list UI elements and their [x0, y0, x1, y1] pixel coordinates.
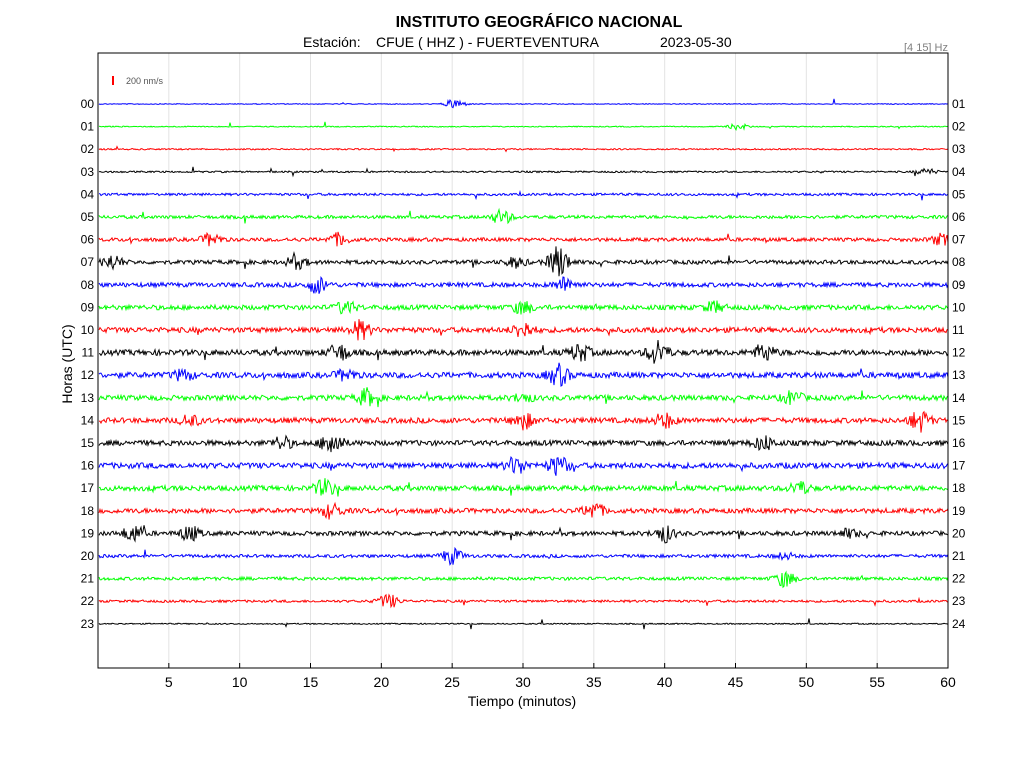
row-label-right: 17	[952, 459, 966, 473]
row-label-left: 08	[81, 278, 95, 292]
row-labels: 00 01 01 02 02 03 03 04 04 05 05 06 06 07 07 08 08 09 09 10…	[81, 97, 966, 631]
trace-06	[98, 231, 949, 247]
row-label-right: 19	[952, 504, 966, 518]
row-label-right: 16	[952, 436, 966, 450]
trace-05	[98, 207, 949, 225]
row-label-right: 10	[952, 300, 966, 314]
row-label-left: 04	[81, 187, 95, 201]
row-label-left: 14	[81, 413, 95, 427]
trace-22	[98, 593, 949, 609]
row-label-right: 12	[952, 346, 966, 360]
x-tick-label: 55	[869, 674, 885, 690]
row-label-left: 20	[81, 549, 95, 563]
trace-09	[98, 300, 949, 315]
row-label-left: 12	[81, 368, 95, 382]
trace-15	[98, 434, 949, 453]
x-tick-label: 15	[303, 674, 319, 690]
trace-08	[98, 275, 949, 294]
row-label-right: 01	[952, 97, 966, 111]
trace-group	[98, 98, 949, 630]
row-label-left: 02	[81, 142, 95, 156]
x-tick-label: 20	[374, 674, 390, 690]
row-label-right: 18	[952, 481, 966, 495]
trace-07	[98, 246, 949, 277]
trace-20	[98, 546, 949, 566]
row-label-left: 18	[81, 504, 95, 518]
chart-date: 2023-05-30	[660, 34, 732, 50]
plot-frame	[97, 52, 949, 669]
trace-00	[98, 98, 949, 109]
chart-title: INSTITUTO GEOGRÁFICO NACIONAL	[396, 12, 683, 31]
row-label-right: 21	[952, 549, 966, 563]
x-axis-ticks: 5 10 15 20 25 30 35 40 45 50 55 60	[165, 663, 956, 690]
row-label-left: 07	[81, 255, 95, 269]
station-prefix: Estación:	[303, 34, 361, 50]
trace-23	[98, 618, 949, 630]
row-label-right: 08	[952, 255, 966, 269]
row-label-left: 11	[82, 346, 95, 360]
trace-18	[98, 501, 949, 520]
grid-lines	[168, 53, 878, 668]
row-label-right: 14	[952, 391, 966, 405]
trace-04	[98, 190, 949, 201]
x-tick-label: 30	[515, 674, 531, 690]
row-label-left: 23	[81, 617, 95, 631]
x-tick-label: 35	[586, 674, 602, 690]
trace-10	[98, 319, 949, 341]
trace-12	[98, 362, 949, 387]
trace-13	[98, 387, 949, 408]
row-label-right: 22	[952, 572, 966, 586]
trace-01	[98, 121, 949, 131]
y-axis-label: Horas (UTC)	[59, 324, 75, 403]
trace-03	[98, 166, 949, 178]
x-tick-label: 60	[940, 674, 956, 690]
row-label-left: 13	[81, 391, 95, 405]
x-tick-label: 25	[444, 674, 460, 690]
row-label-left: 21	[81, 572, 95, 586]
trace-17	[98, 478, 949, 497]
row-label-left: 06	[81, 233, 95, 247]
trace-16	[98, 455, 949, 476]
x-tick-label: 50	[799, 674, 815, 690]
row-label-right: 02	[952, 120, 966, 134]
row-label-left: 10	[81, 323, 95, 337]
row-label-left: 15	[81, 436, 95, 450]
row-label-right: 20	[952, 526, 966, 540]
trace-02	[98, 145, 949, 153]
row-label-left: 03	[81, 165, 95, 179]
row-label-left: 19	[81, 526, 95, 540]
row-label-right: 09	[952, 278, 966, 292]
x-axis-label: Tiempo (minutos)	[468, 693, 576, 709]
trace-21	[98, 570, 949, 589]
row-label-right: 23	[952, 594, 966, 608]
row-label-right: 05	[952, 187, 966, 201]
row-label-right: 04	[952, 165, 966, 179]
row-label-right: 06	[952, 210, 966, 224]
x-tick-label: 40	[657, 674, 673, 690]
x-tick-label: 45	[728, 674, 744, 690]
x-tick-label: 5	[165, 674, 173, 690]
trace-14	[98, 410, 949, 433]
trace-11	[98, 339, 949, 364]
trace-19	[98, 525, 949, 544]
row-label-right: 11	[952, 323, 965, 337]
scale-label: 200 nm/s	[126, 76, 164, 86]
row-label-left: 00	[81, 97, 95, 111]
row-label-left: 16	[81, 459, 95, 473]
row-label-left: 05	[81, 210, 95, 224]
row-label-right: 15	[952, 413, 966, 427]
row-label-left: 17	[81, 481, 95, 495]
row-label-right: 13	[952, 368, 966, 382]
row-label-right: 03	[952, 142, 966, 156]
row-label-left: 22	[81, 594, 95, 608]
x-tick-label: 10	[232, 674, 248, 690]
row-label-left: 09	[81, 300, 95, 314]
row-label-left: 01	[81, 120, 95, 134]
row-label-right: 24	[952, 617, 966, 631]
station-name: CFUE ( HHZ ) - FUERTEVENTURA	[376, 34, 600, 50]
row-label-right: 07	[952, 233, 966, 247]
scale-bar	[112, 76, 114, 85]
filter-band: [4 15] Hz	[904, 42, 948, 54]
